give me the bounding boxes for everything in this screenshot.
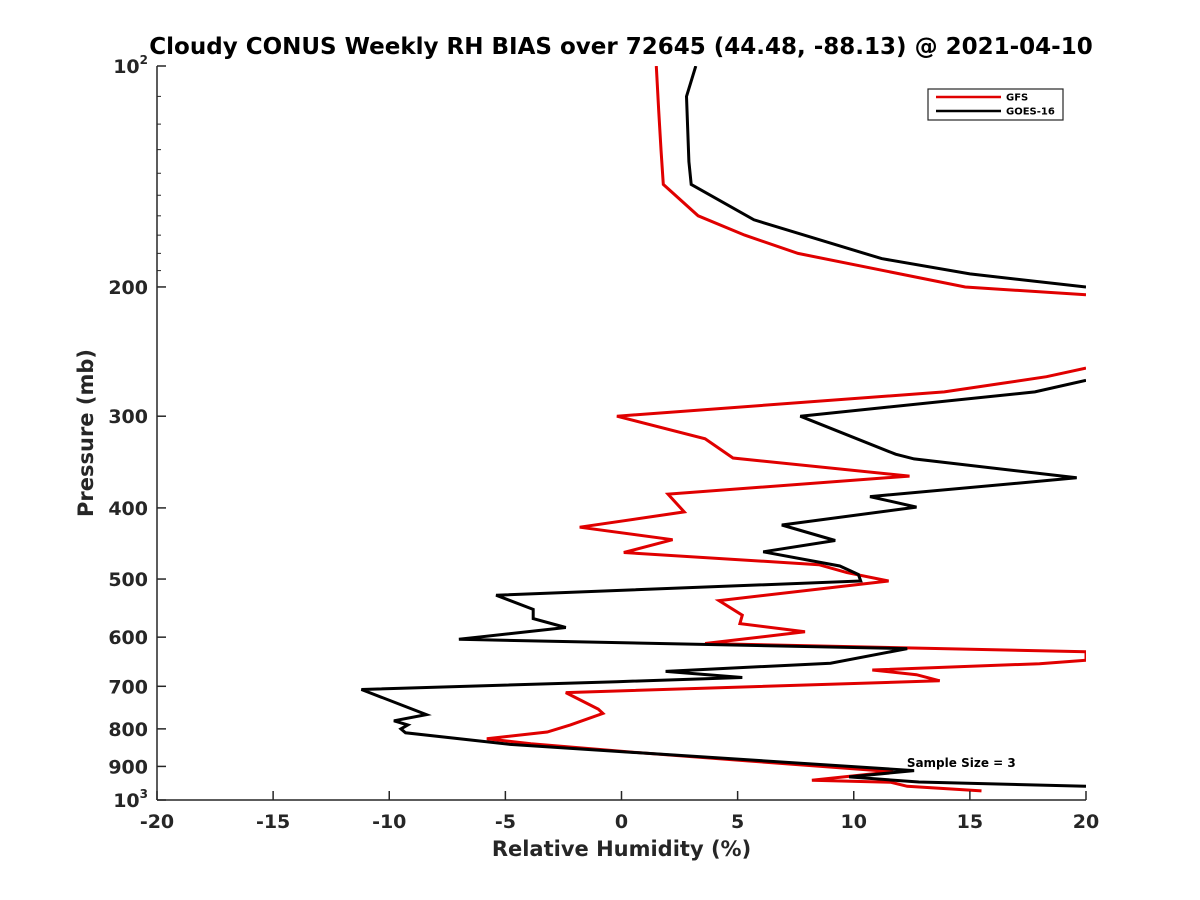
x-tick-label: -20 [140, 811, 174, 833]
series-goes-16 [360, 66, 1086, 788]
sample-size-annotation: Sample Size = 3 [907, 756, 1016, 770]
x-tick-label: -5 [495, 811, 516, 833]
legend-box [927, 88, 1064, 121]
y-tick-label: 700 [108, 676, 148, 698]
x-tick-label: 15 [957, 811, 983, 833]
y-axis-label: Pressure (mb) [74, 349, 98, 517]
x-tick-label: 10 [841, 811, 867, 833]
y-tick-label: 400 [108, 498, 148, 520]
y-tick-label: 500 [108, 569, 148, 591]
x-axis: -20 -15 -10 -5 0 5 10 15 20 [140, 791, 1099, 833]
y-tick-label: 600 [108, 627, 148, 649]
plot-area [360, 66, 1086, 793]
legend: GFS GOES-16 [927, 88, 1064, 121]
y-axis: 102 200 300 400 500 600 700 800 900 103 [108, 53, 166, 812]
x-tick-label: -15 [256, 811, 290, 833]
x-axis-label: Relative Humidity (%) [492, 837, 751, 861]
y-tick-label: 200 [108, 277, 148, 299]
y-tick-label: 300 [108, 406, 148, 428]
series-line-2 [360, 66, 1086, 788]
legend-label: GFS [1006, 93, 1028, 104]
y-tick-label: 900 [108, 756, 148, 778]
x-tick-label: 0 [615, 811, 628, 833]
chart-title: Cloudy CONUS Weekly RH BIAS over 72645 (… [149, 34, 1092, 60]
x-tick-label: 20 [1073, 811, 1099, 833]
y-tick-label: 102 [113, 53, 148, 78]
legend-label: GOES-16 [1006, 107, 1055, 118]
y-tick-label: 800 [108, 719, 148, 741]
x-tick-label: -10 [372, 811, 406, 833]
y-tick-label: 103 [113, 787, 148, 812]
x-tick-label: 5 [731, 811, 744, 833]
